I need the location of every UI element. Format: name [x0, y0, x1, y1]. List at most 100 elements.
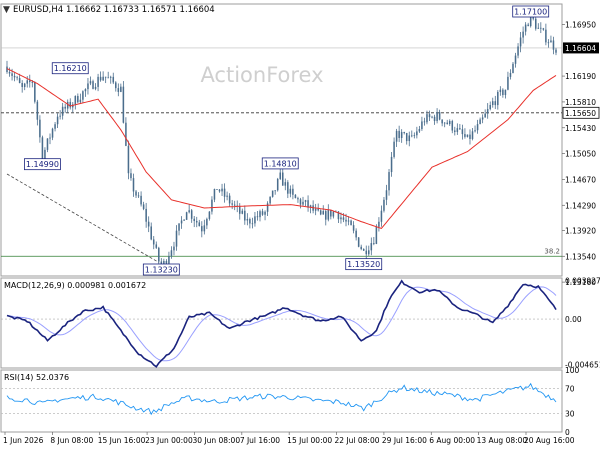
- trendline: [6, 173, 159, 263]
- candle-body: [345, 219, 347, 222]
- macd-signal-line: [6, 286, 557, 362]
- candle-body: [127, 145, 130, 174]
- candle-body: [170, 250, 173, 257]
- time-axis-label: 29 Jul 16:00: [382, 436, 427, 445]
- candle-body: [254, 216, 256, 224]
- candle-body: [385, 190, 388, 200]
- time-axis-label: 15 Jul 00:00: [287, 436, 332, 445]
- candle-body: [446, 122, 448, 125]
- candle-body: [380, 210, 383, 222]
- candle-body: [438, 112, 441, 120]
- candle-body: [416, 131, 418, 136]
- candle-body: [82, 91, 84, 100]
- price-axis-label: 1.16950: [565, 20, 596, 29]
- candle-body: [120, 86, 122, 92]
- candle-body: [289, 188, 292, 194]
- time-axis-label: 1 Jun 2026: [3, 436, 44, 445]
- candle-body: [115, 82, 117, 89]
- candle-body: [423, 121, 426, 123]
- price-panel: 38.2 1.16210 1.14990 1.13230 1.14810 1.13520 1…: [1, 5, 562, 276]
- candle-body: [431, 116, 433, 118]
- candle-body: [203, 225, 206, 232]
- price-axis-label: 1.15810: [565, 98, 596, 107]
- candle-body: [59, 115, 61, 117]
- candle-body: [461, 129, 464, 135]
- header-layer: ▼ EURUSD,H4 1.16662 1.16733 1.16571 1.16…: [3, 5, 215, 15]
- candle-body: [337, 211, 340, 220]
- candle-body: [302, 201, 304, 205]
- price-frame: [0, 3, 563, 277]
- price-annotation-label: 1.13520: [347, 260, 380, 269]
- price-axis-label: 1.14670: [565, 175, 596, 184]
- time-axis-label: 30 Jun 08:00: [192, 436, 240, 445]
- candle-body: [218, 189, 221, 192]
- candle-body: [28, 80, 31, 83]
- candle-body: [332, 211, 335, 217]
- candle-body: [188, 210, 190, 213]
- candle-body: [433, 116, 436, 122]
- candle-body: [107, 77, 109, 79]
- candle-body: [201, 226, 203, 232]
- candle-body: [497, 91, 499, 106]
- candle-body: [512, 63, 514, 73]
- candle-body: [61, 106, 64, 116]
- fib-level-label: 38.2: [544, 247, 560, 255]
- rsi-line: [6, 382, 557, 416]
- price-annotation-label: 1.16210: [54, 64, 87, 73]
- candle-body: [481, 117, 484, 120]
- candle-body: [474, 130, 476, 132]
- candle-body: [117, 88, 120, 92]
- macd-line: [6, 279, 557, 368]
- candle-body: [18, 78, 21, 83]
- current-price-box: [563, 42, 599, 54]
- price-annotation-box: [142, 263, 180, 276]
- candle-body: [534, 18, 537, 29]
- candle-body: [411, 135, 413, 137]
- ohlc-values: 1.16662 1.16733 1.16571 1.16604: [66, 5, 215, 15]
- candle-body: [443, 122, 446, 124]
- candle-body: [297, 198, 299, 200]
- rsi-axis-label: 30: [565, 409, 575, 418]
- candle-body: [97, 76, 99, 87]
- candle-body: [94, 86, 97, 89]
- candle-body: [502, 89, 504, 96]
- candle-body: [552, 40, 555, 50]
- candle-body: [271, 190, 274, 197]
- candle-body: [522, 31, 524, 38]
- price-annotation-label: 1.13230: [145, 266, 178, 275]
- rsi-axis-label: 70: [565, 385, 575, 394]
- candle-body: [507, 76, 509, 90]
- time-axis-label: 7 Jul 16:00: [240, 436, 280, 445]
- candle-body: [34, 82, 36, 102]
- candle-body: [514, 55, 517, 64]
- candle-body: [540, 27, 542, 29]
- chevron-down-icon[interactable]: ▼: [3, 5, 10, 15]
- candle-body: [64, 106, 66, 109]
- candle-body: [104, 76, 107, 78]
- candle-body: [436, 112, 438, 122]
- candle-body: [426, 114, 428, 123]
- time-axis-label: 23 Jun 00:00: [145, 436, 193, 445]
- candle-body: [89, 81, 92, 84]
- candle-body: [249, 219, 251, 224]
- candle-body: [168, 256, 170, 264]
- candle-body: [193, 218, 195, 221]
- candle-body: [537, 27, 540, 29]
- time-axis-label: 20 Aug 16:00: [524, 436, 575, 445]
- candle-body: [195, 220, 198, 223]
- candle-body: [269, 196, 271, 204]
- candle-body: [466, 134, 469, 137]
- candle-body: [454, 130, 456, 132]
- candle-body: [383, 199, 385, 211]
- macd-axis-label: 0.00: [565, 315, 582, 324]
- current-price-label: 1.16604: [565, 44, 596, 53]
- candle-body: [132, 178, 135, 192]
- candle-body: [150, 226, 152, 240]
- candle-body: [137, 195, 140, 197]
- candle-body: [398, 130, 400, 139]
- candle-body: [519, 37, 522, 47]
- candle-body: [314, 208, 317, 211]
- candle-body: [517, 46, 519, 56]
- candle-body: [400, 132, 403, 139]
